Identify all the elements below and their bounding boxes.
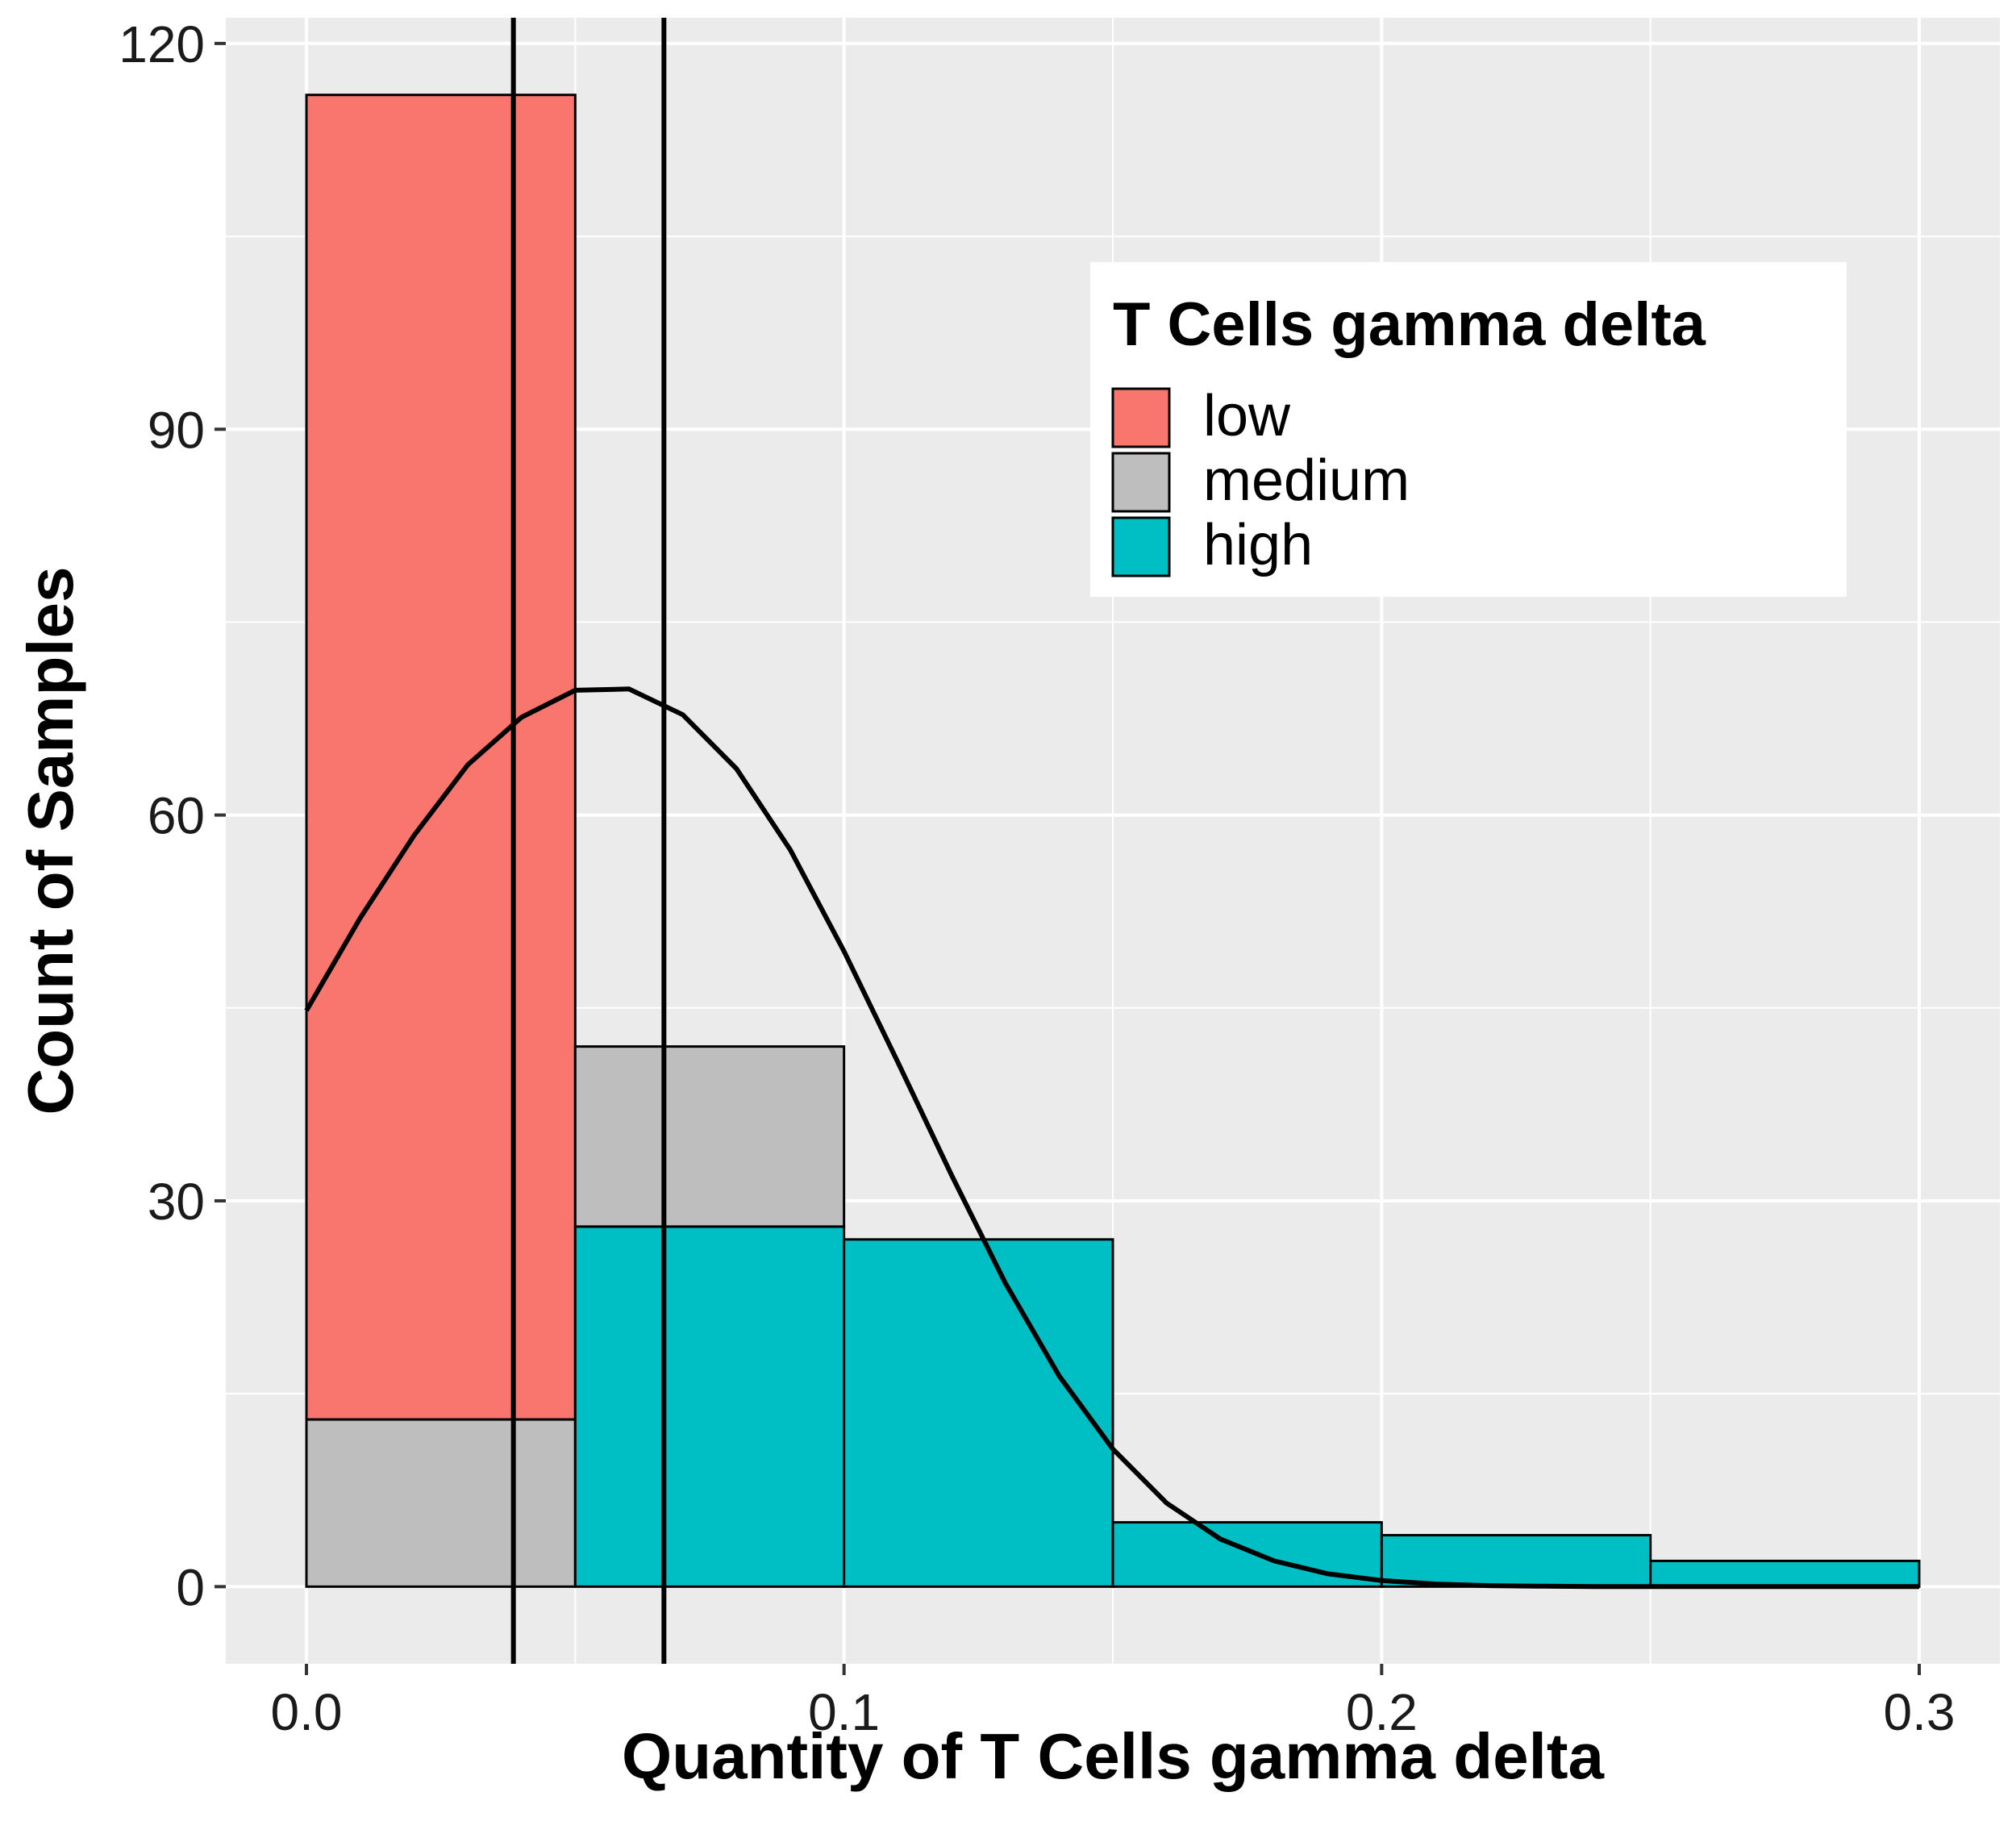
histogram-bars: [305, 94, 1921, 1588]
x-axis-title: Quantity of T Cells gamma delta: [622, 1720, 1605, 1792]
y-tick-label: 90: [148, 401, 205, 459]
legend-title: T Cells gamma delta: [1113, 290, 1706, 359]
y-axis-title: Count of Samples: [15, 566, 86, 1115]
density-curve: [304, 686, 1919, 1590]
y-tick-label: 60: [148, 787, 205, 845]
reference-lines: [510, 18, 667, 1664]
bar-medium: [573, 1045, 846, 1228]
legend-label-low: low: [1203, 384, 1291, 448]
x-axis: 0.0 0.1 0.2 0.3: [271, 1664, 1956, 1741]
bar-low: [305, 94, 577, 1421]
x-tick-label: 0.1: [808, 1683, 880, 1741]
x-tick-label: 0.0: [271, 1683, 343, 1741]
x-tick-label: 0.3: [1884, 1683, 1956, 1741]
legend-background: [1090, 262, 1847, 597]
legend-key-high: [1111, 516, 1171, 577]
y-tick-label: 0: [176, 1558, 205, 1616]
bar-high: [573, 1225, 846, 1588]
legend-key-medium: [1111, 452, 1171, 513]
y-tick-label: 30: [148, 1173, 205, 1231]
y-tick-label: 120: [119, 15, 205, 73]
bar-high: [1380, 1534, 1652, 1588]
bar-high: [843, 1238, 1114, 1588]
x-tick-label: 0.2: [1346, 1683, 1418, 1741]
legend-label-high: high: [1203, 513, 1313, 577]
bar-medium: [305, 1418, 577, 1588]
legend-key-low: [1111, 387, 1171, 448]
y-axis: 0 30 60 90 120: [119, 15, 226, 1616]
legend-label-medium: medium: [1203, 448, 1410, 513]
bar-high: [1649, 1559, 1921, 1588]
